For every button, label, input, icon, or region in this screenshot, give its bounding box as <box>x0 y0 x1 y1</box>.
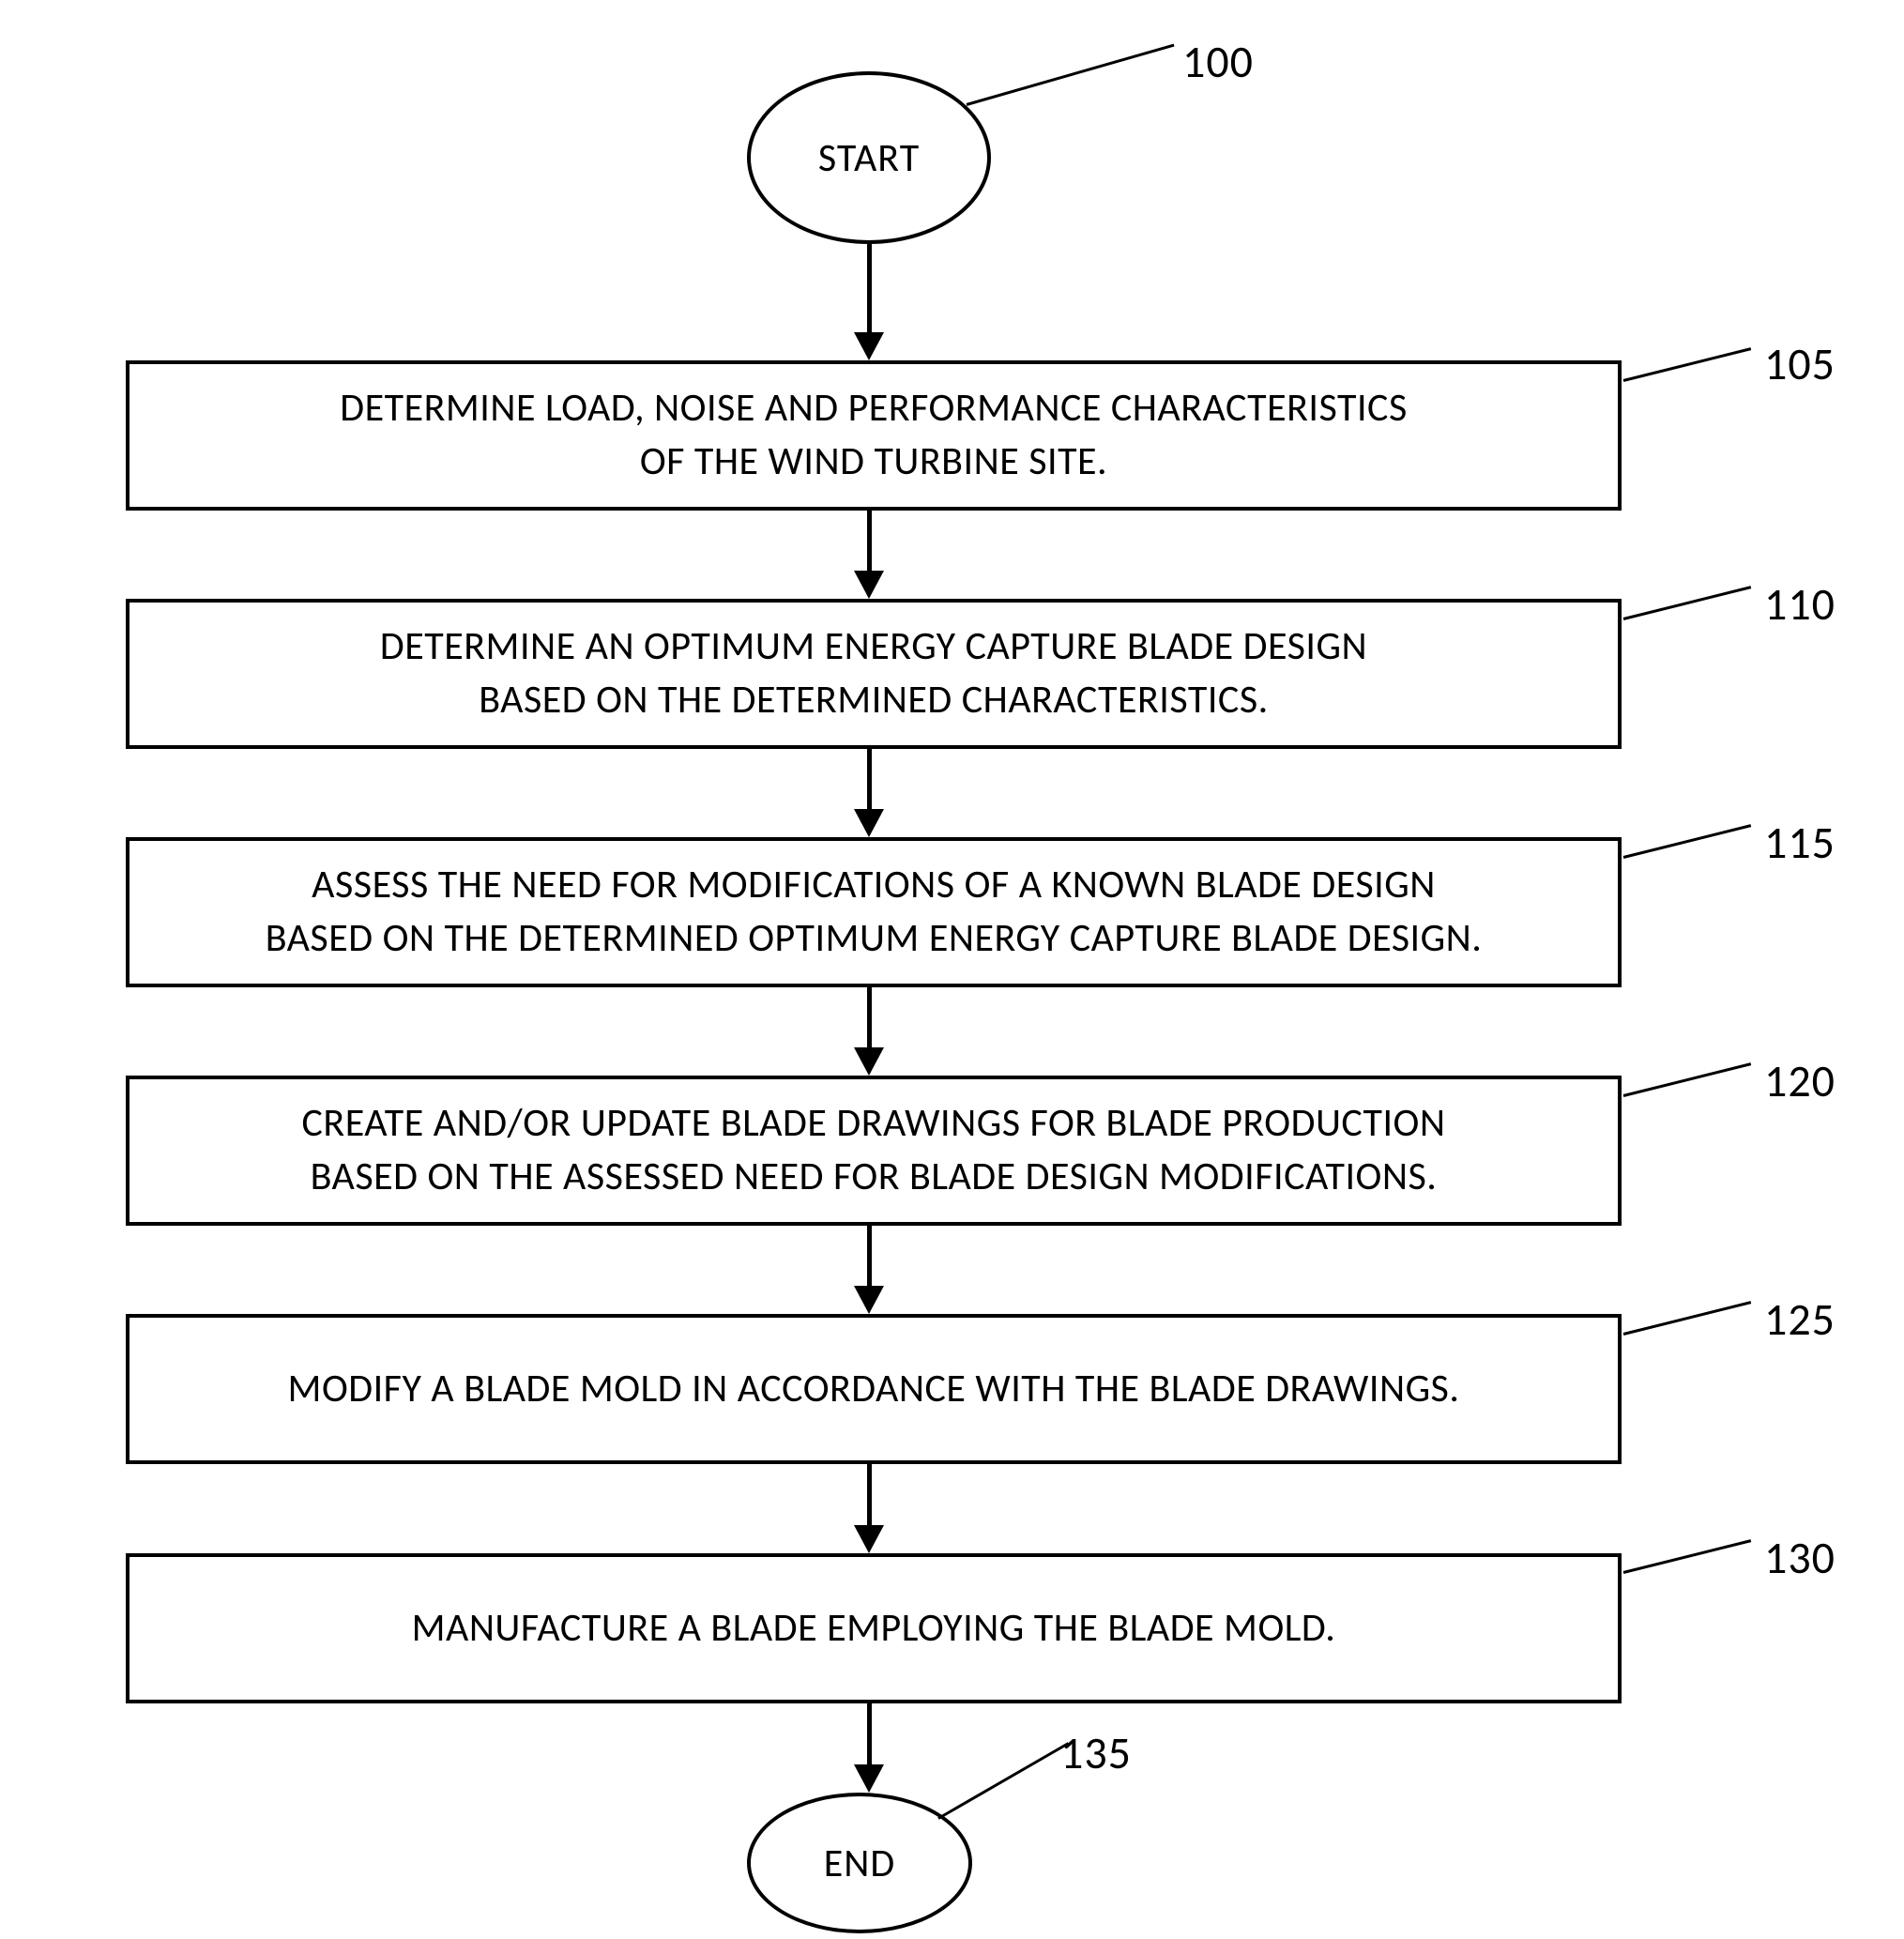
ref-label-135: 135 <box>1060 1725 1132 1780</box>
arrow-head-icon <box>854 1047 884 1076</box>
arrow-line <box>867 1226 872 1286</box>
arrow-line <box>867 244 872 332</box>
flowchart-node-start: START <box>747 71 991 244</box>
arrow-line <box>867 749 872 809</box>
arrow-head-icon <box>854 1525 884 1553</box>
leader-line <box>1623 1539 1752 1574</box>
leader-line <box>1623 824 1752 859</box>
node-label: END <box>824 1840 895 1887</box>
arrow-line <box>867 1703 872 1764</box>
leader-line <box>1623 1062 1752 1097</box>
node-label: ASSESS THE NEED FOR MODIFICATIONS OF A K… <box>266 859 1483 965</box>
leader-line <box>967 44 1175 106</box>
flowchart-node-n125: MODIFY A BLADE MOLD IN ACCORDANCE WITH T… <box>126 1314 1622 1464</box>
ref-label-130: 130 <box>1764 1530 1835 1585</box>
arrow-head-icon <box>854 332 884 360</box>
node-label: DETERMINE LOAD, NOISE AND PERFORMANCE CH… <box>340 382 1408 488</box>
leader-line <box>937 1742 1069 1820</box>
arrow-line <box>867 511 872 571</box>
ref-label-125: 125 <box>1764 1291 1835 1347</box>
flowchart-node-n130: MANUFACTURE A BLADE EMPLOYING THE BLADE … <box>126 1553 1622 1703</box>
leader-line <box>1623 347 1752 382</box>
arrow-line <box>867 987 872 1047</box>
flowchart-node-n120: CREATE AND/OR UPDATE BLADE DRAWINGS FOR … <box>126 1076 1622 1226</box>
ref-label-105: 105 <box>1764 336 1835 391</box>
ref-label-115: 115 <box>1764 815 1835 870</box>
flowchart-container: START 100 DETERMINE LOAD, NOISE AND PERFOR… <box>0 0 1904 1939</box>
leader-line <box>1623 1301 1752 1336</box>
flowchart-node-n105: DETERMINE LOAD, NOISE AND PERFORMANCE CH… <box>126 360 1622 511</box>
ref-label-100: 100 <box>1182 34 1254 89</box>
ref-label-120: 120 <box>1764 1053 1835 1108</box>
ref-label-110: 110 <box>1764 576 1835 632</box>
arrow-head-icon <box>854 1764 884 1793</box>
arrow-head-icon <box>854 571 884 599</box>
leader-line <box>1623 586 1752 620</box>
flowchart-node-n110: DETERMINE AN OPTIMUM ENERGY CAPTURE BLAD… <box>126 599 1622 749</box>
flowchart-node-n115: ASSESS THE NEED FOR MODIFICATIONS OF A K… <box>126 837 1622 987</box>
arrow-head-icon <box>854 1286 884 1314</box>
arrow-line <box>867 1464 872 1525</box>
arrow-head-icon <box>854 809 884 837</box>
node-label: MANUFACTURE A BLADE EMPLOYING THE BLADE … <box>412 1602 1336 1656</box>
node-label: MODIFY A BLADE MOLD IN ACCORDANCE WITH T… <box>288 1363 1460 1416</box>
node-label: CREATE AND/OR UPDATE BLADE DRAWINGS FOR … <box>302 1097 1446 1203</box>
flowchart-node-end: END <box>747 1793 972 1933</box>
node-label: START <box>818 134 920 182</box>
node-label: DETERMINE AN OPTIMUM ENERGY CAPTURE BLAD… <box>380 620 1367 726</box>
